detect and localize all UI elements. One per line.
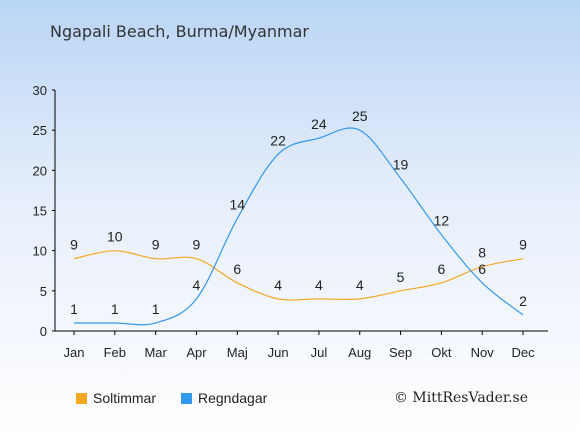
data-label-soltimmar: 9: [193, 237, 201, 253]
y-tick-label: 10: [33, 244, 47, 259]
data-label-regndagar: 14: [229, 197, 245, 213]
data-label-regndagar: 2: [519, 293, 527, 309]
x-tick-label: Jan: [64, 345, 85, 360]
data-label-regndagar: 22: [270, 132, 286, 148]
data-label-regndagar: 1: [152, 301, 160, 317]
data-label-regndagar: 24: [311, 116, 327, 132]
chart-title: Ngapali Beach, Burma/Myanmar: [50, 22, 309, 41]
x-tick-label: Nov: [471, 345, 495, 360]
data-label-soltimmar: 9: [70, 237, 78, 253]
series-lines: [73, 127, 524, 326]
x-tick-label: Dec: [511, 345, 535, 360]
legend-item-regndagar: Regndagar: [181, 390, 267, 406]
data-label-regndagar: 6: [478, 261, 486, 277]
data-label-soltimmar: 10: [107, 229, 123, 245]
data-label-regndagar: 25: [352, 108, 368, 124]
x-tick-label: Mar: [144, 345, 167, 360]
series-line-soltimmar: [73, 250, 524, 301]
data-label-regndagar: 12: [434, 213, 450, 229]
data-label-soltimmar: 6: [233, 261, 241, 277]
x-tick-label: Sep: [389, 345, 412, 360]
y-tick-label: 5: [40, 284, 47, 299]
data-label-regndagar: 19: [393, 156, 409, 172]
y-tick-label: 30: [33, 83, 47, 98]
x-tick-label: Jun: [268, 345, 289, 360]
data-label-regndagar: 1: [111, 301, 119, 317]
legend-label-regndagar: Regndagar: [198, 390, 268, 406]
x-tick-label: Feb: [104, 345, 126, 360]
series-line-regndagar: [74, 127, 524, 326]
x-tick-label: Apr: [186, 345, 207, 360]
data-label-regndagar: 1: [70, 301, 78, 317]
y-tick-label: 20: [33, 163, 47, 178]
data-label-regndagar: 4: [193, 277, 201, 293]
legend-swatch-soltimmar: [76, 392, 87, 404]
x-tick-label: Okt: [431, 345, 452, 360]
data-label-soltimmar: 5: [397, 269, 405, 285]
data-label-soltimmar: 9: [519, 237, 527, 253]
data-label-soltimmar: 4: [356, 277, 364, 293]
x-tick-label: Aug: [348, 345, 371, 360]
y-tick-label: 0: [40, 324, 47, 339]
data-label-soltimmar: 4: [274, 277, 282, 293]
data-label-soltimmar: 9: [152, 237, 160, 253]
legend-swatch-regndagar: [181, 392, 192, 404]
data-label-soltimmar: 4: [315, 277, 323, 293]
y-tick-label: 15: [33, 204, 47, 219]
x-tick-label: Maj: [227, 345, 248, 360]
legend-item-soltimmar: Soltimmar: [76, 390, 156, 406]
y-tick-label: 25: [33, 123, 47, 138]
data-label-soltimmar: 6: [437, 261, 445, 277]
legend-label-soltimmar: Soltimmar: [93, 390, 157, 406]
x-tick-label: Jul: [311, 345, 328, 360]
copyright: © MittResVader.se: [393, 390, 528, 406]
data-label-soltimmar: 8: [478, 245, 486, 261]
